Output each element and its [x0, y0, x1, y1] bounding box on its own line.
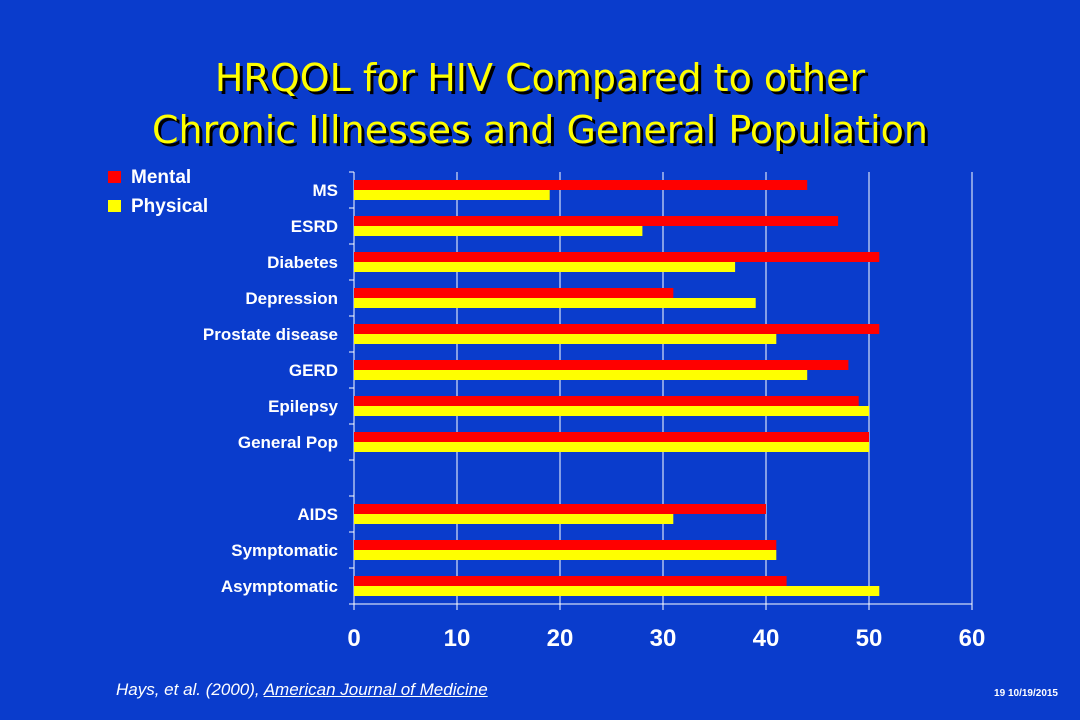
- bar-mental-diabetes: [354, 252, 880, 262]
- category-label-prostate-disease: Prostate disease: [203, 325, 338, 344]
- bar-mental-esrd: [354, 216, 839, 226]
- category-label-diabetes: Diabetes: [267, 253, 338, 272]
- citation: Hays, et al. (2000), American Journal of…: [116, 680, 488, 700]
- legend-label-mental: Mental: [131, 167, 191, 188]
- x-tick-label-0: 0: [347, 625, 360, 652]
- bar-mental-epilepsy: [354, 396, 859, 406]
- x-tick-label-50: 50: [856, 625, 883, 652]
- category-label-epilepsy: Epilepsy: [268, 397, 338, 416]
- citation-authors: Hays, et al. (2000),: [116, 680, 264, 699]
- slide-number: 19 10/19/2015: [994, 688, 1058, 699]
- title-line-1: HRQOL for HIV Compared to other: [214, 56, 866, 100]
- x-tick-label-20: 20: [547, 625, 574, 652]
- bar-mental-general-pop: [354, 432, 869, 442]
- bar-physical-diabetes: [354, 262, 736, 272]
- bar-physical-depression: [354, 298, 756, 308]
- bar-mental-asymptomatic: [354, 576, 787, 586]
- bar-mental-gerd: [354, 360, 849, 370]
- category-label-esrd: ESRD: [291, 217, 338, 236]
- citation-journal-link[interactable]: American Journal of Medicine: [263, 680, 488, 699]
- bar-physical-symptomatic: [354, 550, 777, 560]
- legend-swatch-mental: [108, 171, 121, 183]
- bar-mental-ms: [354, 180, 808, 190]
- x-tick-label-60: 60: [959, 625, 986, 652]
- bar-physical-prostate-disease: [354, 334, 777, 344]
- bar-physical-gerd: [354, 370, 808, 380]
- category-label-gerd: GERD: [289, 361, 338, 380]
- bar-physical-asymptomatic: [354, 586, 880, 596]
- category-label-symptomatic: Symptomatic: [231, 541, 338, 560]
- bar-physical-general-pop: [354, 442, 869, 452]
- slide-title: HRQOL for HIV Compared to other Chronic …: [0, 52, 1080, 156]
- title-line-2: Chronic Illnesses and General Population: [152, 108, 928, 152]
- x-tick-label-40: 40: [753, 625, 780, 652]
- bar-mental-symptomatic: [354, 540, 777, 550]
- category-label-general-pop: General Pop: [238, 433, 338, 452]
- bar-physical-epilepsy: [354, 406, 869, 416]
- category-label-asymptomatic: Asymptomatic: [221, 577, 338, 596]
- bar-mental-depression: [354, 288, 674, 298]
- x-tick-label-30: 30: [650, 625, 677, 652]
- bar-mental-aids: [354, 504, 766, 514]
- bar-physical-esrd: [354, 226, 643, 236]
- category-label-depression: Depression: [245, 289, 338, 308]
- legend-label-physical: Physical: [131, 196, 208, 217]
- x-tick-label-10: 10: [444, 625, 471, 652]
- category-label-aids: AIDS: [297, 505, 338, 524]
- category-label-ms: MS: [313, 181, 339, 200]
- bar-physical-aids: [354, 514, 674, 524]
- bar-physical-ms: [354, 190, 550, 200]
- bar-mental-prostate-disease: [354, 324, 880, 334]
- legend-swatch-physical: [108, 200, 121, 212]
